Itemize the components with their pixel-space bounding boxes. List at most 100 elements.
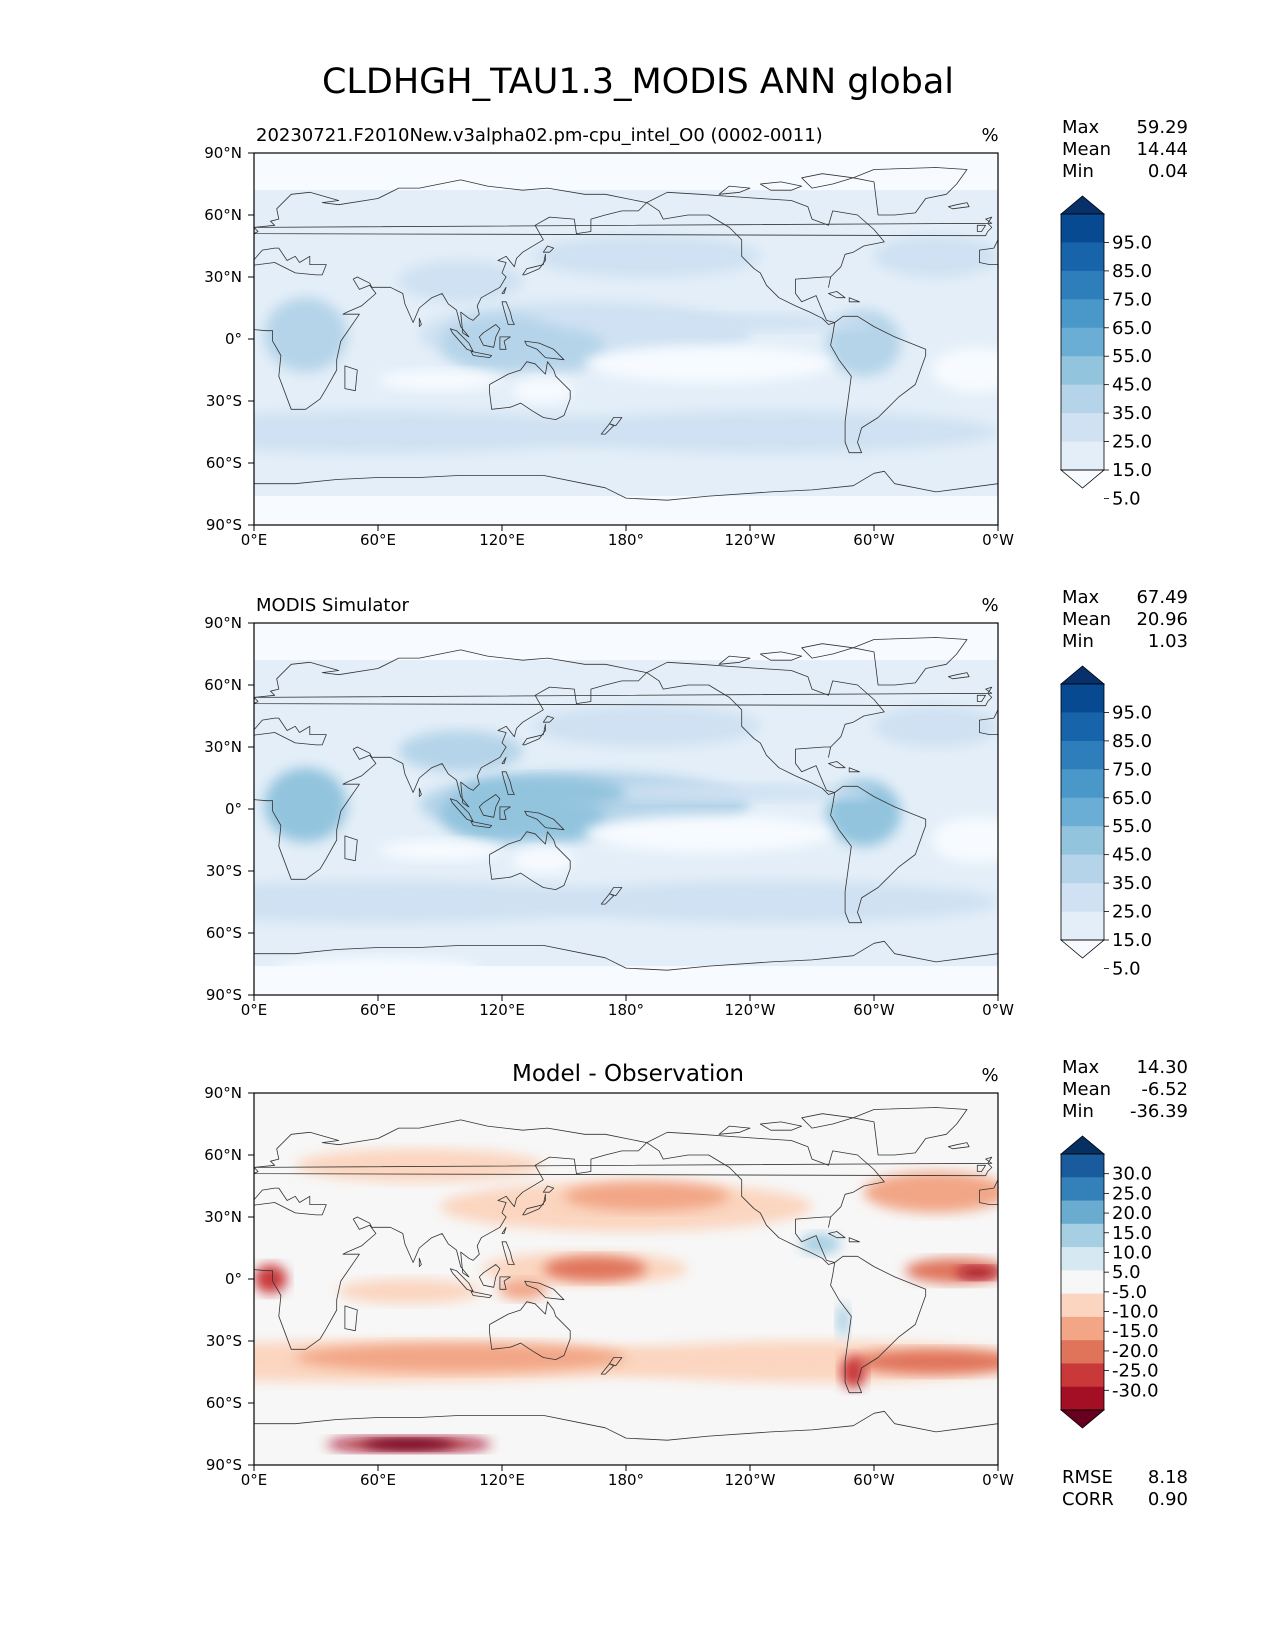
field-contour — [931, 817, 998, 863]
colorbar-bin — [1061, 1270, 1104, 1295]
y-tick-label: 90°N — [204, 1084, 242, 1102]
coastline — [254, 179, 648, 410]
y-tick-label: 90°N — [204, 614, 242, 632]
coastline — [254, 1410, 998, 1465]
map-field-panel-3 — [254, 1093, 998, 1465]
coastline — [470, 350, 493, 359]
coastline — [646, 1131, 885, 1265]
x-tick-label: 0°W — [982, 1001, 1014, 1019]
colorbar-bin — [1061, 911, 1104, 941]
field-contour — [497, 1279, 548, 1300]
coastline — [600, 423, 614, 435]
x-tick-label: 60°E — [360, 531, 396, 549]
coastline — [449, 328, 474, 352]
stat-value: 14.44 — [1136, 139, 1188, 160]
colorbar-bin — [1061, 826, 1104, 856]
x-tick-label: 120°E — [479, 1001, 525, 1019]
coastline — [524, 340, 565, 361]
colorbar-bin — [1061, 1386, 1104, 1411]
y-tick-label: 60°N — [204, 676, 242, 694]
map-field-panel-2 — [254, 623, 998, 995]
y-tick-label: 0° — [225, 330, 242, 348]
x-tick-label: 60°E — [360, 1471, 396, 1489]
coastline — [852, 637, 968, 686]
coastline — [418, 317, 422, 328]
x-tick-label: 0°E — [241, 531, 268, 549]
colorbar-tick-label: 75.0 — [1112, 759, 1152, 780]
field-contour — [799, 1233, 841, 1255]
x-tick-label: 120°W — [725, 1001, 776, 1019]
coastline — [848, 297, 860, 303]
colorbar-tick-label: 15.0 — [1112, 460, 1152, 481]
y-tick-label: 90°S — [206, 986, 242, 1004]
stat-value: -6.52 — [1141, 1079, 1188, 1100]
coastline — [646, 191, 885, 325]
colorbar-extend-min — [1059, 469, 1106, 489]
coastline — [524, 1280, 565, 1301]
colorbar-bin — [1061, 413, 1104, 443]
colorbar-tick-label: 55.0 — [1112, 346, 1152, 367]
coastline — [609, 887, 623, 897]
colorbar-extend-min — [1059, 1409, 1106, 1429]
field-contour — [254, 881, 626, 923]
coastline — [979, 1179, 998, 1205]
colorbar-frame — [1060, 213, 1105, 471]
y-tick-label: 0° — [225, 1270, 242, 1288]
colorbar-extend-min — [1059, 939, 1106, 959]
coastline — [501, 756, 507, 764]
map-field-panel-1 — [254, 153, 998, 525]
coastline — [449, 798, 474, 822]
y-tick-label: 30°N — [204, 268, 242, 286]
field-contour — [254, 411, 626, 453]
coastline — [344, 1305, 358, 1332]
colorbar-tick-label: 20.0 — [1112, 1203, 1152, 1224]
panel-title: MODIS Simulator — [256, 595, 409, 616]
x-tick-label: 180° — [608, 1471, 644, 1489]
colorbar-bin — [1061, 883, 1104, 913]
colorbar-tick-label: 55.0 — [1112, 816, 1152, 837]
colorbar-bin — [1061, 327, 1104, 357]
stat-label: Mean — [1062, 1079, 1111, 1100]
axes-panel-2: 0°E 60°E 120°E 180° 120°W 60°W 0°W 90°N 60°N 30°N… — [204, 587, 1188, 1019]
field-contour — [863, 1171, 998, 1213]
coastline — [522, 723, 546, 746]
coastline — [646, 661, 885, 795]
metric-value: 0.90 — [1148, 1489, 1188, 1510]
coastline — [344, 365, 358, 392]
y-tick-label: 60°N — [204, 206, 242, 224]
stat-value: 20.96 — [1136, 609, 1188, 630]
x-tick-label: 120°E — [479, 1471, 525, 1489]
y-tick-label: 90°S — [206, 516, 242, 534]
stat-value: 67.49 — [1136, 587, 1188, 608]
colorbar-bin — [1061, 1340, 1104, 1364]
colorbar-bin — [1061, 1247, 1104, 1271]
colorbar-bin — [1061, 797, 1104, 827]
colorbar: 30.025.020.015.010.05.0-5.0-10.0-15.0-20… — [1059, 1135, 1159, 1429]
colorbar-tick-label: -10.0 — [1112, 1302, 1159, 1323]
coastline — [828, 1231, 846, 1239]
field-contour — [274, 957, 482, 983]
field-contour — [363, 1439, 455, 1450]
colorbar-bin — [1061, 1363, 1104, 1388]
colorbar-tick-label: 35.0 — [1112, 873, 1152, 894]
colorbar-bin — [1061, 242, 1104, 272]
field-contour — [336, 1279, 482, 1304]
x-tick-label: 180° — [608, 531, 644, 549]
coastline — [542, 245, 555, 253]
field-contour — [264, 297, 347, 373]
colorbar-tick-label: 5.0 — [1112, 1262, 1141, 1283]
axes-panel-1: 0°E 60°E 120°E 180° 120°W 60°W 0°W 90°N 60°N 30°N… — [204, 117, 1188, 549]
coastline — [522, 253, 546, 276]
coastline — [759, 1121, 803, 1131]
x-tick-label: 0°E — [241, 1001, 268, 1019]
field-contour — [254, 1264, 288, 1294]
colorbar-bin — [1061, 712, 1104, 742]
coastline — [830, 315, 927, 454]
coastline — [759, 651, 803, 661]
coastline — [470, 821, 493, 828]
stat-value: 14.30 — [1136, 1057, 1188, 1078]
y-tick-label: 60°N — [204, 1146, 242, 1164]
colorbar-bin — [1061, 854, 1104, 884]
field-contour — [874, 705, 998, 747]
coastline — [852, 167, 968, 216]
